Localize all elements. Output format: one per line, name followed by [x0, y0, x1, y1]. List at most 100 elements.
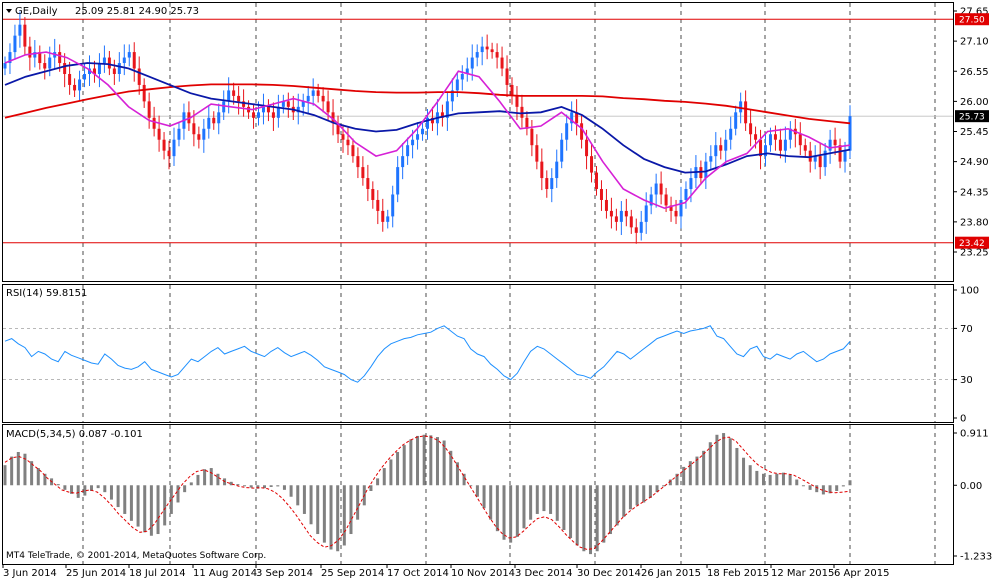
macd-bar: [808, 485, 812, 490]
candle-body: [614, 216, 618, 222]
symbol-label: GE,Daily: [15, 6, 58, 17]
macd-bar: [176, 485, 180, 503]
candle-body: [848, 116, 852, 151]
macd-bar: [702, 450, 706, 486]
candle-body: [759, 139, 763, 157]
candle-body: [78, 79, 82, 91]
macd-panel[interactable]: [2, 424, 954, 565]
candle-body: [3, 63, 7, 69]
macd-bar: [815, 485, 819, 493]
candle-body: [97, 63, 101, 74]
candle-body: [525, 117, 529, 129]
macd-bar: [422, 434, 426, 486]
candle-body: [137, 68, 141, 85]
candle-body: [172, 139, 176, 157]
candle-body: [818, 156, 822, 168]
candle-body: [495, 52, 499, 58]
candle-body: [599, 189, 603, 200]
macd-bar: [615, 485, 619, 526]
candle-body: [729, 128, 733, 140]
macd-bar: [728, 438, 732, 486]
macd-bar: [70, 485, 74, 494]
candle-body: [227, 90, 231, 102]
macd-bar: [682, 466, 686, 486]
macd-bar: [828, 485, 832, 494]
price-tick-label: 27.65: [960, 7, 989, 18]
candle-body: [704, 161, 708, 179]
price-tick-label: 23.25: [960, 248, 989, 259]
macd-bar: [302, 485, 306, 514]
candle-body: [127, 52, 131, 58]
macd-bar: [296, 485, 300, 506]
time-axis-label: 3 Sep 2014: [256, 568, 313, 579]
macd-bar: [635, 485, 639, 506]
macd-bar: [322, 485, 326, 543]
macd-bar: [123, 485, 127, 514]
candle-body: [261, 106, 265, 113]
macd-bar: [642, 485, 646, 503]
candle-body: [540, 161, 544, 179]
rsi-tick-label: 30: [960, 375, 973, 386]
candle-body: [744, 101, 748, 124]
candle-body: [107, 57, 111, 69]
candle-body: [803, 145, 807, 151]
rsi-panel[interactable]: [2, 284, 954, 423]
price-panel[interactable]: [2, 2, 954, 282]
candle-body: [629, 216, 633, 228]
candles-group: [3, 11, 852, 244]
candle-body: [371, 189, 375, 200]
candle-body: [749, 123, 753, 135]
candle-body: [664, 194, 668, 206]
candle-body: [719, 145, 723, 151]
candle-body: [207, 117, 211, 129]
dropdown-arrow-icon[interactable]: [6, 9, 12, 13]
macd-bar: [282, 485, 286, 490]
macd-bar: [628, 485, 632, 510]
rsi-tick-label: 70: [960, 324, 973, 335]
macd-bar: [243, 485, 247, 487]
macd-bar: [309, 485, 313, 525]
candle-body: [326, 101, 330, 113]
macd-bar: [608, 485, 612, 535]
candle-body: [43, 63, 47, 69]
macd-bar: [755, 470, 759, 486]
candle-body: [222, 101, 226, 113]
candle-body: [286, 101, 290, 107]
candle-body: [684, 189, 688, 200]
macd-bar: [316, 485, 320, 535]
macd-bar: [515, 485, 519, 537]
macd-bar: [841, 485, 845, 487]
candle-body: [520, 106, 524, 118]
candle-body: [366, 178, 370, 190]
candle-body: [654, 183, 658, 195]
price-tick-label: 24.35: [960, 187, 989, 198]
candle-body: [152, 117, 156, 129]
macd-bar: [236, 484, 240, 486]
candle-body: [674, 210, 678, 217]
candle-body: [361, 167, 365, 179]
macd-bar: [788, 474, 792, 486]
candle-body: [659, 183, 663, 195]
candle-body: [783, 139, 787, 151]
macd-bar: [781, 472, 785, 486]
candle-body: [788, 128, 792, 140]
candle-body: [838, 145, 842, 162]
candle-body: [212, 117, 216, 124]
candle-body: [406, 145, 410, 157]
candle-body: [8, 52, 12, 64]
macd-bar: [695, 456, 699, 486]
candle-body: [535, 145, 539, 162]
macd-bar: [715, 434, 719, 486]
macd-bar: [569, 485, 573, 539]
candle-body: [555, 161, 559, 179]
macd-bar: [762, 473, 766, 486]
macd-bar: [196, 474, 200, 486]
macd-bar: [735, 447, 739, 486]
macd-bar: [409, 439, 413, 486]
macd-bar: [89, 485, 93, 492]
macd-bar: [376, 478, 380, 486]
macd-bar: [156, 485, 160, 535]
time-axis-label: 25 Sep 2014: [321, 568, 384, 579]
